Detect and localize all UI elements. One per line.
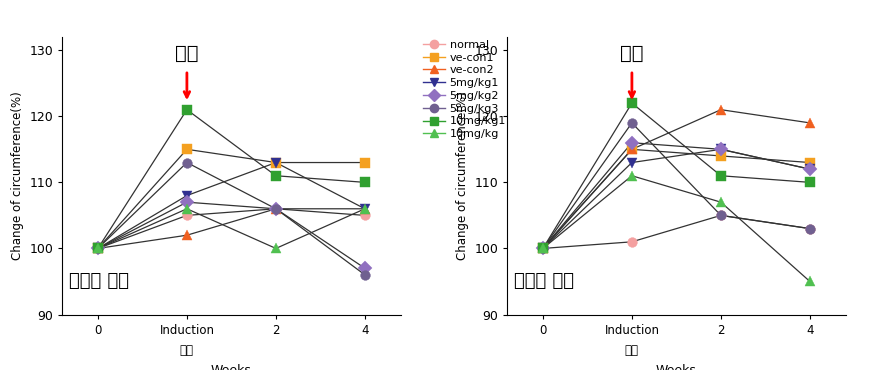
Text: 2: 2 — [717, 324, 724, 337]
Text: 완료: 완료 — [625, 344, 639, 357]
Y-axis label: Change of circumference(%): Change of circumference(%) — [456, 91, 469, 260]
Text: 4: 4 — [806, 324, 813, 337]
Text: 완료: 완료 — [180, 344, 194, 357]
Y-axis label: Change of circumference(%): Change of circumference(%) — [11, 91, 24, 260]
Text: Weeks: Weeks — [211, 364, 252, 370]
Text: 4: 4 — [361, 324, 368, 337]
Text: 2: 2 — [272, 324, 279, 337]
Text: Weeks: Weeks — [656, 364, 697, 370]
Text: 투여: 투여 — [175, 44, 198, 63]
Text: 발가락 둘레: 발가락 둘레 — [514, 272, 574, 289]
Text: Induction: Induction — [604, 324, 659, 337]
Text: 손가락 둘레: 손가락 둘레 — [69, 272, 129, 289]
Legend: normal, ve-con1, ve-con2, 5mg/kg1, 5mg/kg2, 5mg/kg3, 10mg/kg1, 10mg/kg: normal, ve-con1, ve-con2, 5mg/kg1, 5mg/k… — [423, 40, 506, 139]
Text: Induction: Induction — [159, 324, 214, 337]
Text: 0: 0 — [539, 324, 546, 337]
Text: 0: 0 — [94, 324, 101, 337]
Text: 투여: 투여 — [620, 44, 643, 63]
